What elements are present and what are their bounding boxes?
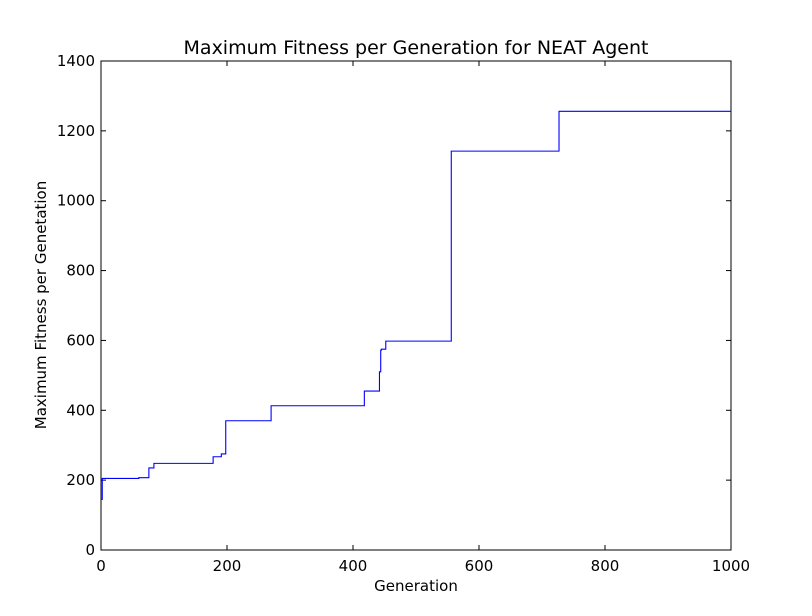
y-tick-label: 0 — [85, 541, 95, 559]
x-tick-label: 200 — [213, 557, 242, 575]
y-tick-label: 600 — [66, 331, 95, 349]
x-axis-ticks: 0 200 400 600 800 1000 — [96, 61, 750, 575]
plot-area — [100, 60, 732, 551]
y-tick-label: 200 — [66, 471, 95, 489]
y-axis-ticks: 0 200 400 600 800 1000 1200 1400 — [57, 52, 731, 559]
x-tick-label: 400 — [339, 557, 368, 575]
x-tick-label: 0 — [96, 557, 106, 575]
y-tick-label: 800 — [66, 262, 95, 280]
y-tick-label: 1400 — [57, 52, 95, 70]
chart-title: Maximum Fitness per Generation for NEAT … — [184, 37, 649, 59]
x-tick-label: 800 — [591, 557, 620, 575]
x-axis-label: Generation — [374, 577, 458, 595]
y-tick-label: 400 — [66, 401, 95, 419]
fitness-series-line — [101, 110, 731, 500]
series-layer — [101, 110, 731, 500]
x-tick-label: 600 — [465, 557, 494, 575]
x-tick-label: 1000 — [712, 557, 750, 575]
y-tick-label: 1200 — [57, 122, 95, 140]
y-tick-label: 1000 — [57, 192, 95, 210]
y-axis-label: Maximum Fitness per Genetation — [32, 181, 50, 429]
